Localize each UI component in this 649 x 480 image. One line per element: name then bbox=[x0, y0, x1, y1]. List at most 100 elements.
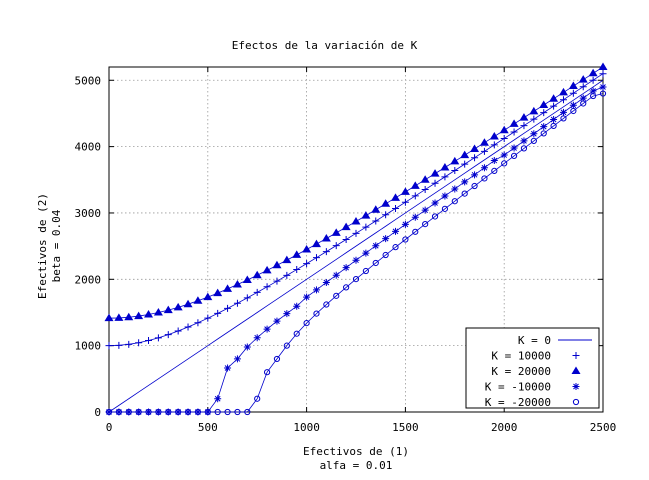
x-tick-label: 2500 bbox=[590, 421, 617, 434]
legend-swatch bbox=[572, 352, 580, 359]
data-point bbox=[362, 249, 370, 257]
data-point bbox=[115, 341, 123, 349]
data-point bbox=[382, 251, 389, 259]
data-point bbox=[273, 277, 281, 285]
legend-label: K = 20000 bbox=[491, 365, 551, 378]
data-point bbox=[450, 156, 460, 165]
data-point bbox=[273, 355, 281, 363]
data-point bbox=[263, 283, 271, 291]
data-point bbox=[431, 179, 439, 187]
x-tick-label: 2000 bbox=[491, 421, 518, 434]
data-point bbox=[214, 408, 221, 416]
data-point bbox=[410, 181, 420, 189]
chart-title: Efectos de la variación de K bbox=[232, 39, 418, 52]
plot-frame bbox=[108, 66, 604, 413]
data-point bbox=[430, 169, 440, 177]
y-axis-label-2: beta = 0.04 bbox=[50, 209, 63, 282]
data-point bbox=[568, 81, 578, 90]
data-point bbox=[105, 342, 113, 350]
data-point bbox=[293, 266, 301, 274]
data-point bbox=[342, 236, 350, 243]
data-point bbox=[392, 205, 400, 213]
data-point bbox=[479, 138, 489, 146]
data-point bbox=[155, 408, 162, 416]
data-point bbox=[539, 100, 549, 109]
data-point bbox=[372, 242, 380, 250]
data-point bbox=[114, 313, 124, 321]
data-point bbox=[530, 137, 537, 145]
tick-labels: 0 500 1000 1500 2000 2500 0 1000 2000 3000 4000 500… bbox=[75, 74, 617, 434]
y-tick-label: 4000 bbox=[75, 141, 102, 154]
y-tick-label: 5000 bbox=[75, 74, 102, 87]
data-point bbox=[510, 128, 518, 136]
data-point bbox=[233, 355, 241, 363]
x-axis-label-1: Efectivos de (1) bbox=[303, 445, 409, 458]
data-point bbox=[520, 122, 528, 130]
data-point bbox=[490, 157, 498, 165]
data-point bbox=[451, 167, 459, 174]
data-point bbox=[213, 288, 223, 297]
data-point bbox=[421, 186, 429, 194]
series-line-0 bbox=[108, 79, 604, 413]
data-point bbox=[579, 94, 587, 102]
data-point bbox=[303, 319, 310, 327]
data-point bbox=[194, 319, 202, 327]
x-axis-label-2: alfa = 0.01 bbox=[320, 459, 393, 472]
data-point bbox=[540, 123, 548, 131]
data-point bbox=[154, 334, 162, 342]
data-point bbox=[203, 292, 213, 301]
data-point bbox=[382, 235, 390, 243]
data-point bbox=[381, 199, 391, 207]
data-point bbox=[163, 305, 173, 314]
data-point bbox=[400, 187, 410, 195]
y-tick-label: 3000 bbox=[75, 207, 102, 220]
data-point bbox=[540, 130, 547, 137]
data-point bbox=[570, 107, 577, 115]
x-tick-label: 500 bbox=[198, 421, 218, 434]
x-tick-label: 0 bbox=[106, 421, 113, 434]
data-point bbox=[500, 151, 508, 159]
data-point bbox=[559, 108, 567, 116]
series-line-2 bbox=[108, 66, 604, 319]
data-point bbox=[332, 242, 340, 250]
data-point bbox=[351, 216, 361, 225]
series-1 bbox=[105, 70, 607, 350]
data-point bbox=[333, 292, 340, 299]
data-point bbox=[461, 190, 468, 197]
data-point bbox=[480, 164, 488, 172]
data-point bbox=[105, 408, 113, 416]
y-tick-label: 2000 bbox=[75, 273, 102, 286]
data-point bbox=[311, 239, 321, 248]
data-point bbox=[451, 198, 458, 205]
data-point bbox=[243, 343, 251, 351]
data-point bbox=[420, 175, 430, 183]
data-point bbox=[372, 217, 380, 225]
x-tick-label: 1500 bbox=[392, 421, 419, 434]
data-point bbox=[471, 154, 479, 162]
data-point bbox=[165, 408, 172, 416]
data-point bbox=[451, 185, 459, 193]
data-point bbox=[313, 310, 320, 317]
data-point bbox=[589, 76, 597, 84]
data-point bbox=[530, 115, 538, 123]
data-point bbox=[392, 227, 400, 235]
series-line-4 bbox=[109, 93, 604, 413]
series-2 bbox=[104, 62, 608, 322]
data-point bbox=[253, 288, 261, 296]
series-4 bbox=[105, 90, 607, 416]
data-point bbox=[303, 260, 311, 268]
data-point bbox=[234, 408, 241, 416]
data-point bbox=[145, 408, 152, 416]
data-point bbox=[223, 284, 233, 292]
data-point bbox=[302, 245, 312, 253]
data-point bbox=[421, 206, 429, 214]
data-point bbox=[599, 83, 607, 91]
data-point bbox=[153, 307, 163, 316]
data-point bbox=[104, 313, 114, 322]
data-point bbox=[569, 89, 577, 97]
legend-label: K = -10000 bbox=[485, 381, 551, 394]
data-point bbox=[461, 178, 469, 186]
y-tick-label: 1000 bbox=[75, 340, 102, 353]
data-point bbox=[589, 87, 597, 95]
data-point bbox=[441, 173, 449, 181]
